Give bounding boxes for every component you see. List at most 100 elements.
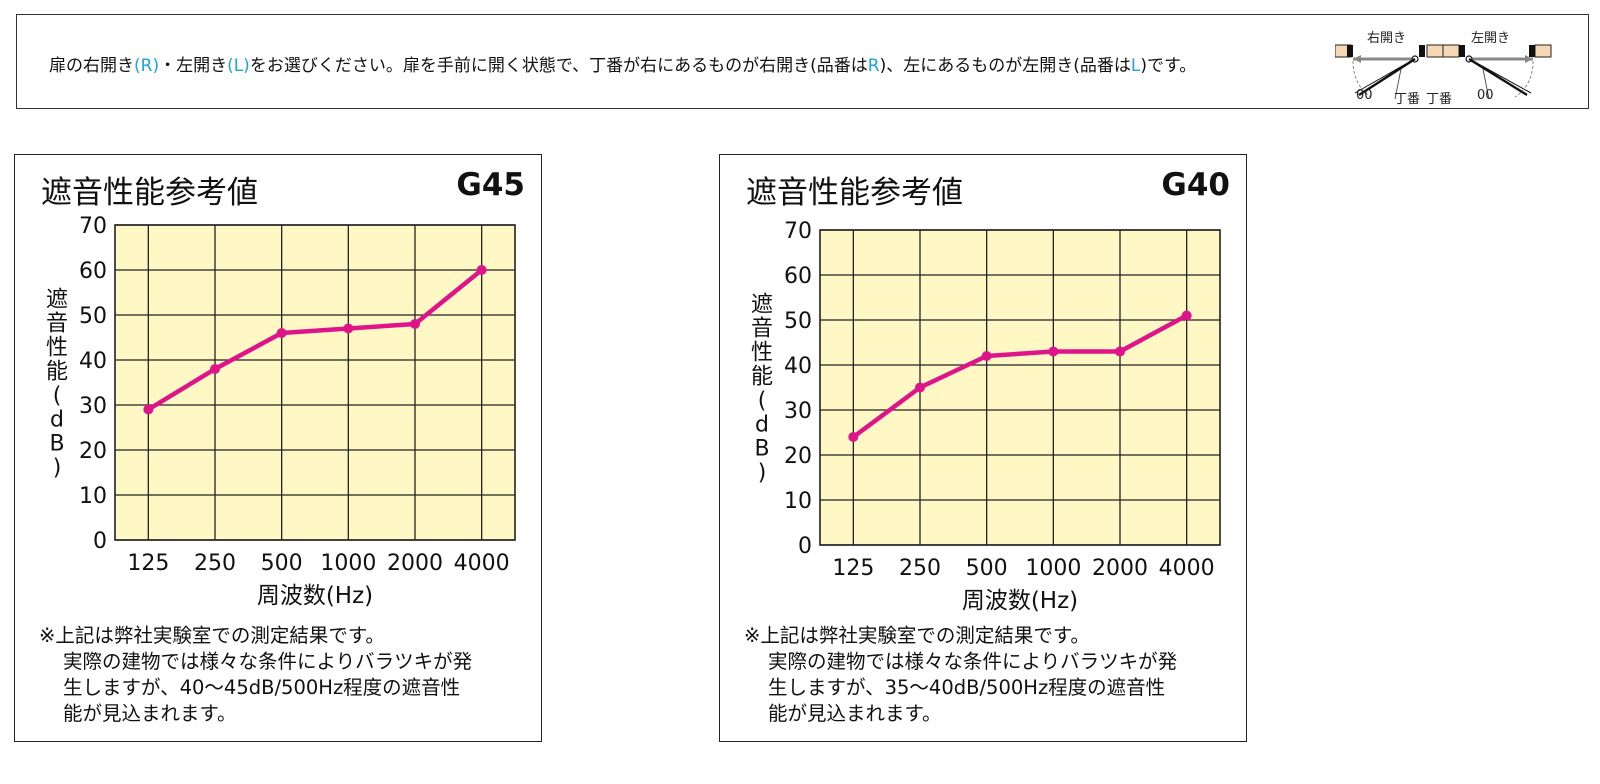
x-tick-label: 4000 bbox=[454, 551, 510, 576]
y-axis-label-char: B bbox=[754, 437, 769, 462]
sound-insulation-panel-g40: 遮音性能参考値 G40 0 10 20 30 40 50 60 70 125 250 500 1000… bbox=[719, 154, 1247, 742]
y-tick-label: 0 bbox=[93, 529, 107, 554]
instruction-text: )、左にあるものが左開き(品番は bbox=[879, 56, 1131, 76]
left-open-label: 左開き bbox=[1471, 31, 1511, 46]
y-axis-label: 遮音性能(d B) bbox=[751, 293, 773, 486]
x-tick-label: 125 bbox=[127, 551, 169, 576]
right-open-label: 右開き bbox=[1367, 31, 1407, 46]
left-code-highlight: L bbox=[1130, 56, 1141, 76]
y-tick-label: 20 bbox=[784, 444, 812, 469]
note-line: ※上記は弊社実験室での測定結果です。 bbox=[744, 624, 1090, 647]
instruction-text: をお選びください。扉を手前に開く状態で、丁番が右にあるものが右開き(品番は bbox=[249, 56, 868, 76]
instruction-text: )です。 bbox=[1140, 56, 1197, 76]
y-tick-label: 50 bbox=[784, 309, 812, 334]
y-tick-label: 10 bbox=[79, 484, 107, 509]
plot-border bbox=[819, 229, 1221, 546]
instruction-text: 扉の右開き bbox=[49, 56, 134, 76]
plot-border bbox=[114, 224, 516, 541]
y-tick-label: 70 bbox=[784, 219, 812, 244]
x-tick-label: 1000 bbox=[320, 551, 376, 576]
plot-area bbox=[115, 225, 515, 540]
y-axis-label-char: 遮 bbox=[751, 293, 773, 318]
data-point bbox=[1115, 346, 1125, 357]
panel-code: G40 bbox=[1161, 167, 1230, 203]
x-tick-label: 250 bbox=[899, 556, 941, 581]
sound-insulation-chart-g40: 0 10 20 30 40 50 60 70 125 250 500 1000 2000 4000 周波数(… bbox=[751, 219, 1221, 614]
data-point bbox=[1181, 310, 1192, 321]
panel-code: G45 bbox=[456, 167, 525, 203]
y-axis-label-char: 遮 bbox=[46, 288, 68, 313]
handle-mark-right: 00 bbox=[1356, 88, 1373, 103]
y-tick-label: 40 bbox=[784, 354, 812, 379]
y-axis-label-char: 性 bbox=[46, 336, 68, 361]
data-point bbox=[210, 364, 220, 374]
x-tick-label: 500 bbox=[966, 556, 1008, 581]
y-axis-label-char: ) bbox=[53, 456, 62, 481]
right-open-door-diagram-icon bbox=[1335, 44, 1444, 100]
hinge-label-left: 丁番 bbox=[1426, 92, 1453, 107]
data-point bbox=[410, 319, 420, 329]
data-point bbox=[143, 404, 154, 415]
y-axis-label-char: 音 bbox=[46, 312, 68, 337]
hinge-label-right: 丁番 bbox=[1394, 92, 1421, 107]
handle-mark-left: 00 bbox=[1477, 88, 1494, 103]
note-line: 生しますが、35〜40dB/500Hz程度の遮音性 bbox=[768, 676, 1166, 699]
left-open-door-diagram-icon bbox=[1443, 44, 1552, 100]
y-axis-label-char: 能 bbox=[46, 360, 68, 385]
y-tick-label: 60 bbox=[79, 259, 107, 284]
y-tick-label: 0 bbox=[798, 534, 812, 559]
note-line: 能が見込まれます。 bbox=[63, 702, 237, 725]
y-axis-label-char: 性 bbox=[751, 341, 773, 366]
data-point bbox=[981, 351, 992, 361]
data-point bbox=[915, 382, 925, 393]
left-code-highlight: (L) bbox=[227, 56, 250, 76]
right-code-highlight: (R) bbox=[134, 56, 160, 76]
panel-title: 遮音性能参考値 bbox=[746, 175, 963, 211]
y-tick-label: 20 bbox=[79, 439, 107, 464]
y-tick-label: 70 bbox=[79, 214, 107, 239]
y-tick-label: 30 bbox=[784, 399, 812, 424]
x-tick-label: 500 bbox=[261, 551, 303, 576]
sound-insulation-chart-g45: 0 10 20 30 40 50 60 70 125 250 500 1000 2000 4000 周波数(… bbox=[46, 214, 516, 609]
y-axis-label-char: ( bbox=[53, 384, 62, 409]
y-axis-label-char: ) bbox=[758, 461, 767, 486]
note-line: 能が見込まれます。 bbox=[768, 702, 942, 725]
y-tick-label: 30 bbox=[79, 394, 107, 419]
data-point bbox=[276, 328, 287, 338]
note-line: ※上記は弊社実験室での測定結果です。 bbox=[39, 624, 385, 647]
door-orientation-info-box: 扉の右開き(R)・左開き(L)をお選びください。扉を手前に開く状態で、丁番が右に… bbox=[16, 14, 1589, 109]
x-tick-label: 2000 bbox=[387, 551, 443, 576]
data-point bbox=[1048, 346, 1059, 357]
measurement-note: ※上記は弊社実験室での測定結果です。 実際の建物では様々な条件によりバラツキが発… bbox=[744, 623, 1177, 727]
y-tick-label: 60 bbox=[784, 264, 812, 289]
y-axis-label-char: d bbox=[755, 413, 769, 438]
data-point bbox=[343, 323, 354, 334]
instruction-text: ・左開き bbox=[159, 56, 228, 76]
y-axis-label-char: d bbox=[50, 408, 64, 433]
y-axis-label-char: B bbox=[49, 432, 64, 457]
x-axis-label: 周波数(Hz) bbox=[257, 583, 373, 609]
y-axis-label-char: ( bbox=[758, 389, 767, 414]
x-tick-label: 250 bbox=[194, 551, 236, 576]
data-point bbox=[476, 265, 487, 275]
plot-area bbox=[820, 230, 1220, 545]
note-line: 生しますが、40〜45dB/500Hz程度の遮音性 bbox=[63, 676, 461, 699]
y-axis-label: 遮音性能(d B) bbox=[46, 288, 68, 481]
y-tick-label: 50 bbox=[79, 304, 107, 329]
x-tick-label: 2000 bbox=[1092, 556, 1148, 581]
x-axis-label: 周波数(Hz) bbox=[962, 588, 1078, 614]
series-line bbox=[147, 268, 484, 412]
y-axis-label-char: 音 bbox=[751, 317, 773, 342]
x-tick-label: 1000 bbox=[1025, 556, 1081, 581]
x-tick-label: 4000 bbox=[1159, 556, 1215, 581]
sound-insulation-panel-g45: 遮音性能参考値 G45 0 10 20 30 40 50 60 70 125 250 500 1000… bbox=[14, 154, 542, 742]
note-line: 実際の建物では様々な条件によりバラツキが発 bbox=[768, 650, 1178, 673]
panel-title: 遮音性能参考値 bbox=[41, 175, 258, 211]
y-tick-label: 40 bbox=[79, 349, 107, 374]
data-point bbox=[848, 432, 859, 442]
measurement-note: ※上記は弊社実験室での測定結果です。 実際の建物では様々な条件によりバラツキが発… bbox=[39, 623, 472, 727]
note-line: 実際の建物では様々な条件によりバラツキが発 bbox=[63, 650, 473, 673]
series-line bbox=[851, 313, 1188, 439]
y-tick-label: 10 bbox=[784, 489, 812, 514]
y-axis-label-char: 能 bbox=[751, 365, 773, 390]
